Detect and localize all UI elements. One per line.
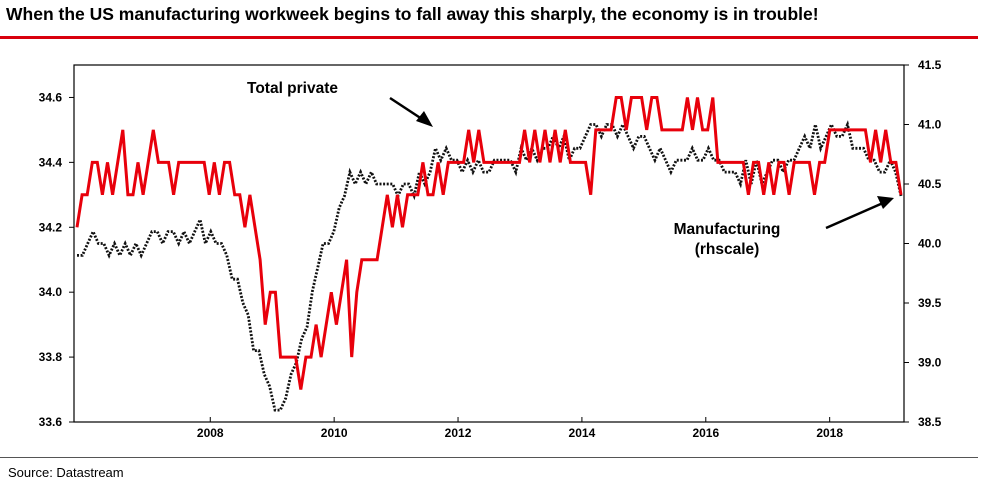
manufacturing-arrowhead bbox=[877, 196, 894, 209]
right-tick-label: 39.5 bbox=[918, 296, 942, 310]
annotation-layer: Total private Manufacturing (rhscale) bbox=[247, 80, 894, 258]
total-private-arrowhead bbox=[416, 111, 433, 127]
x-tick-label: 2016 bbox=[692, 426, 719, 440]
left-tick-label: 33.6 bbox=[39, 415, 63, 429]
left-tick-label: 34.4 bbox=[39, 155, 63, 169]
annotation-manufacturing: Manufacturing bbox=[674, 221, 781, 238]
x-tick-label: 2012 bbox=[445, 426, 472, 440]
series-layer bbox=[75, 96, 903, 412]
title-underline bbox=[0, 36, 978, 39]
total-private-series-line bbox=[75, 96, 903, 390]
annotation-rhscale: (rhscale) bbox=[695, 241, 760, 258]
x-tick-label: 2014 bbox=[569, 426, 596, 440]
left-tick-label: 34.6 bbox=[39, 90, 63, 104]
right-tick-label: 38.5 bbox=[918, 415, 942, 429]
left-tick-label: 34.2 bbox=[39, 220, 63, 234]
annotation-total-private: Total private bbox=[247, 80, 338, 97]
x-tick-label: 2010 bbox=[321, 426, 348, 440]
left-tick-label: 34.0 bbox=[39, 285, 63, 299]
manufacturing-arrow-shaft bbox=[825, 201, 884, 230]
x-tick-label: 2018 bbox=[816, 426, 843, 440]
source-note: Source: Datastream bbox=[8, 465, 124, 480]
plot-frame bbox=[73, 64, 905, 423]
right-tick-label: 40.5 bbox=[918, 177, 942, 191]
right-tick-label: 41.5 bbox=[918, 58, 942, 72]
right-tick-label: 39.0 bbox=[918, 356, 942, 370]
right-tick-label: 41.0 bbox=[918, 118, 942, 132]
x-tick-label: 2008 bbox=[197, 426, 224, 440]
left-tick-label: 33.8 bbox=[39, 350, 63, 364]
chart-title: When the US manufacturing workweek begin… bbox=[6, 4, 819, 24]
right-tick-label: 40.0 bbox=[918, 237, 942, 251]
left-axis: 33.6 33.8 34.0 34.2 34.4 34.6 bbox=[39, 90, 74, 429]
footer-rule bbox=[0, 457, 978, 458]
x-axis: 2008 2010 2012 2014 2016 2018 bbox=[197, 417, 843, 440]
right-axis: 38.5 39.0 39.5 40.0 40.5 41.0 41.5 bbox=[904, 58, 942, 429]
